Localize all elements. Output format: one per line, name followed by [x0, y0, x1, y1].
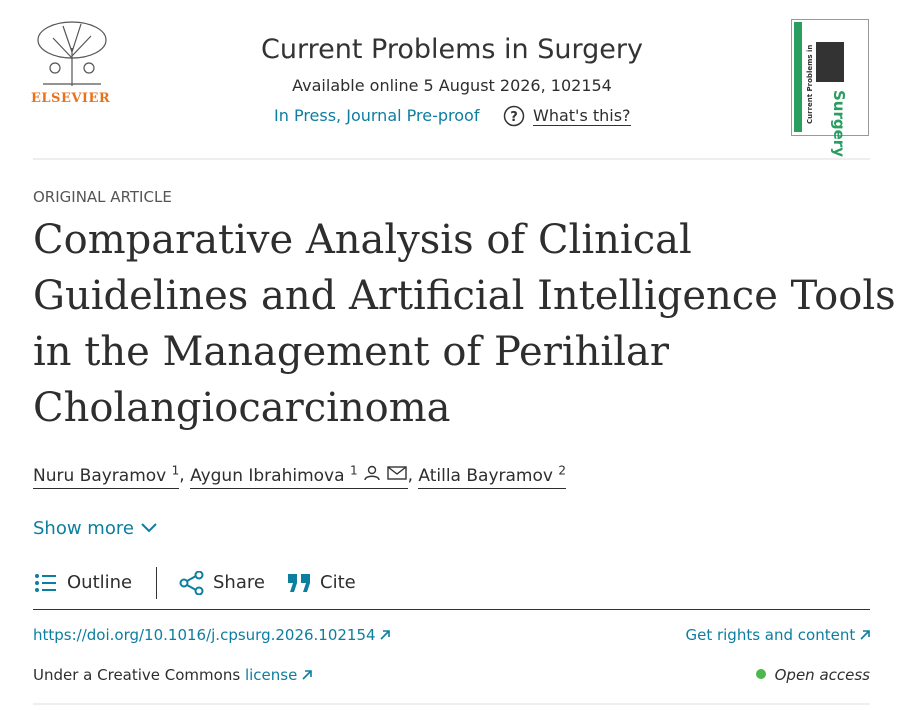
- svg-text:?: ?: [510, 110, 518, 125]
- rights-link[interactable]: Get rights and content: [685, 626, 870, 644]
- article-title: Comparative Analysis of Clinical Guidelin…: [33, 212, 896, 436]
- author[interactable]: Nuru Bayramov 1: [33, 463, 180, 489]
- chevron: [140, 523, 157, 533]
- doi-link[interactable]: https://doi.org/10.1016/j.cpsurg.2026.10…: [33, 626, 391, 644]
- bottom-divider: [33, 703, 870, 705]
- cover-line1: Current Problems in: [806, 44, 814, 124]
- show-more[interactable]: Show more: [33, 518, 158, 539]
- rights-text[interactable]: Get rights and content: [685, 626, 856, 644]
- authors: Nuru Bayramov 1, Aygun Ibrahimova 1, Ati…: [33, 463, 566, 489]
- outline-icon: [35, 574, 56, 592]
- author[interactable]: Atilla Bayramov 2: [418, 463, 566, 489]
- help-icon: ?: [503, 105, 525, 127]
- publisher-name: ELSEVIER: [31, 91, 111, 106]
- logo-tree: [37, 21, 107, 86]
- title-line: Cholangiocarcinoma: [33, 385, 451, 431]
- share-icon: [179, 571, 204, 595]
- cover-line2: Surgery: [830, 90, 848, 157]
- open-access: Open access: [755, 666, 870, 684]
- divider: [33, 158, 870, 160]
- author-name[interactable]: Nuru Bayramov: [33, 465, 167, 486]
- outline-button[interactable]: Outline: [67, 572, 133, 593]
- oa-dot: [755, 669, 766, 679]
- doi-text[interactable]: https://doi.org/10.1016/j.cpsurg.2026.10…: [33, 626, 376, 644]
- external-icon: [380, 630, 391, 640]
- title-line: in the Management of Perihilar: [33, 329, 669, 375]
- available-online: Available online 5 August 2026, 102154: [292, 76, 612, 95]
- title-line: Comparative Analysis of Clinical: [33, 217, 692, 263]
- toolbar-divider: [33, 609, 870, 610]
- affiliation: 2: [558, 463, 566, 477]
- status-link[interactable]: In Press, Journal Pre-proof: [274, 106, 480, 125]
- show-more-text[interactable]: Show more: [33, 518, 134, 539]
- license-link[interactable]: license: [244, 666, 298, 684]
- help-link[interactable]: What's this?: [533, 106, 631, 126]
- cite-button[interactable]: Cite: [320, 572, 356, 593]
- author-name[interactable]: Aygun Ibrahimova: [190, 465, 345, 486]
- separator: [156, 567, 157, 599]
- open-access-text: Open access: [774, 666, 870, 684]
- license-prefix: Under a Creative Commons: [33, 666, 241, 684]
- journal-title[interactable]: Current Problems in Surgery: [261, 34, 643, 65]
- external-icon: [860, 630, 870, 640]
- share-button[interactable]: Share: [213, 572, 265, 593]
- affiliation: 1: [349, 463, 358, 477]
- external-icon: [302, 670, 312, 680]
- license-line: Under a Creative Commons license: [33, 666, 312, 684]
- author-name[interactable]: Atilla Bayramov: [418, 465, 553, 486]
- author[interactable]: Aygun Ibrahimova 1: [190, 463, 408, 489]
- affiliation: 1: [171, 463, 180, 477]
- author-icons: [363, 465, 407, 480]
- title-line: Guidelines and Artificial Intelligence T…: [33, 273, 896, 319]
- cite-icon: [288, 574, 310, 592]
- journal-cover[interactable]: Current Problems in Surgery: [791, 19, 869, 157]
- publisher-logo[interactable]: [33, 18, 111, 88]
- article-type: ORIGINAL ARTICLE: [33, 188, 172, 206]
